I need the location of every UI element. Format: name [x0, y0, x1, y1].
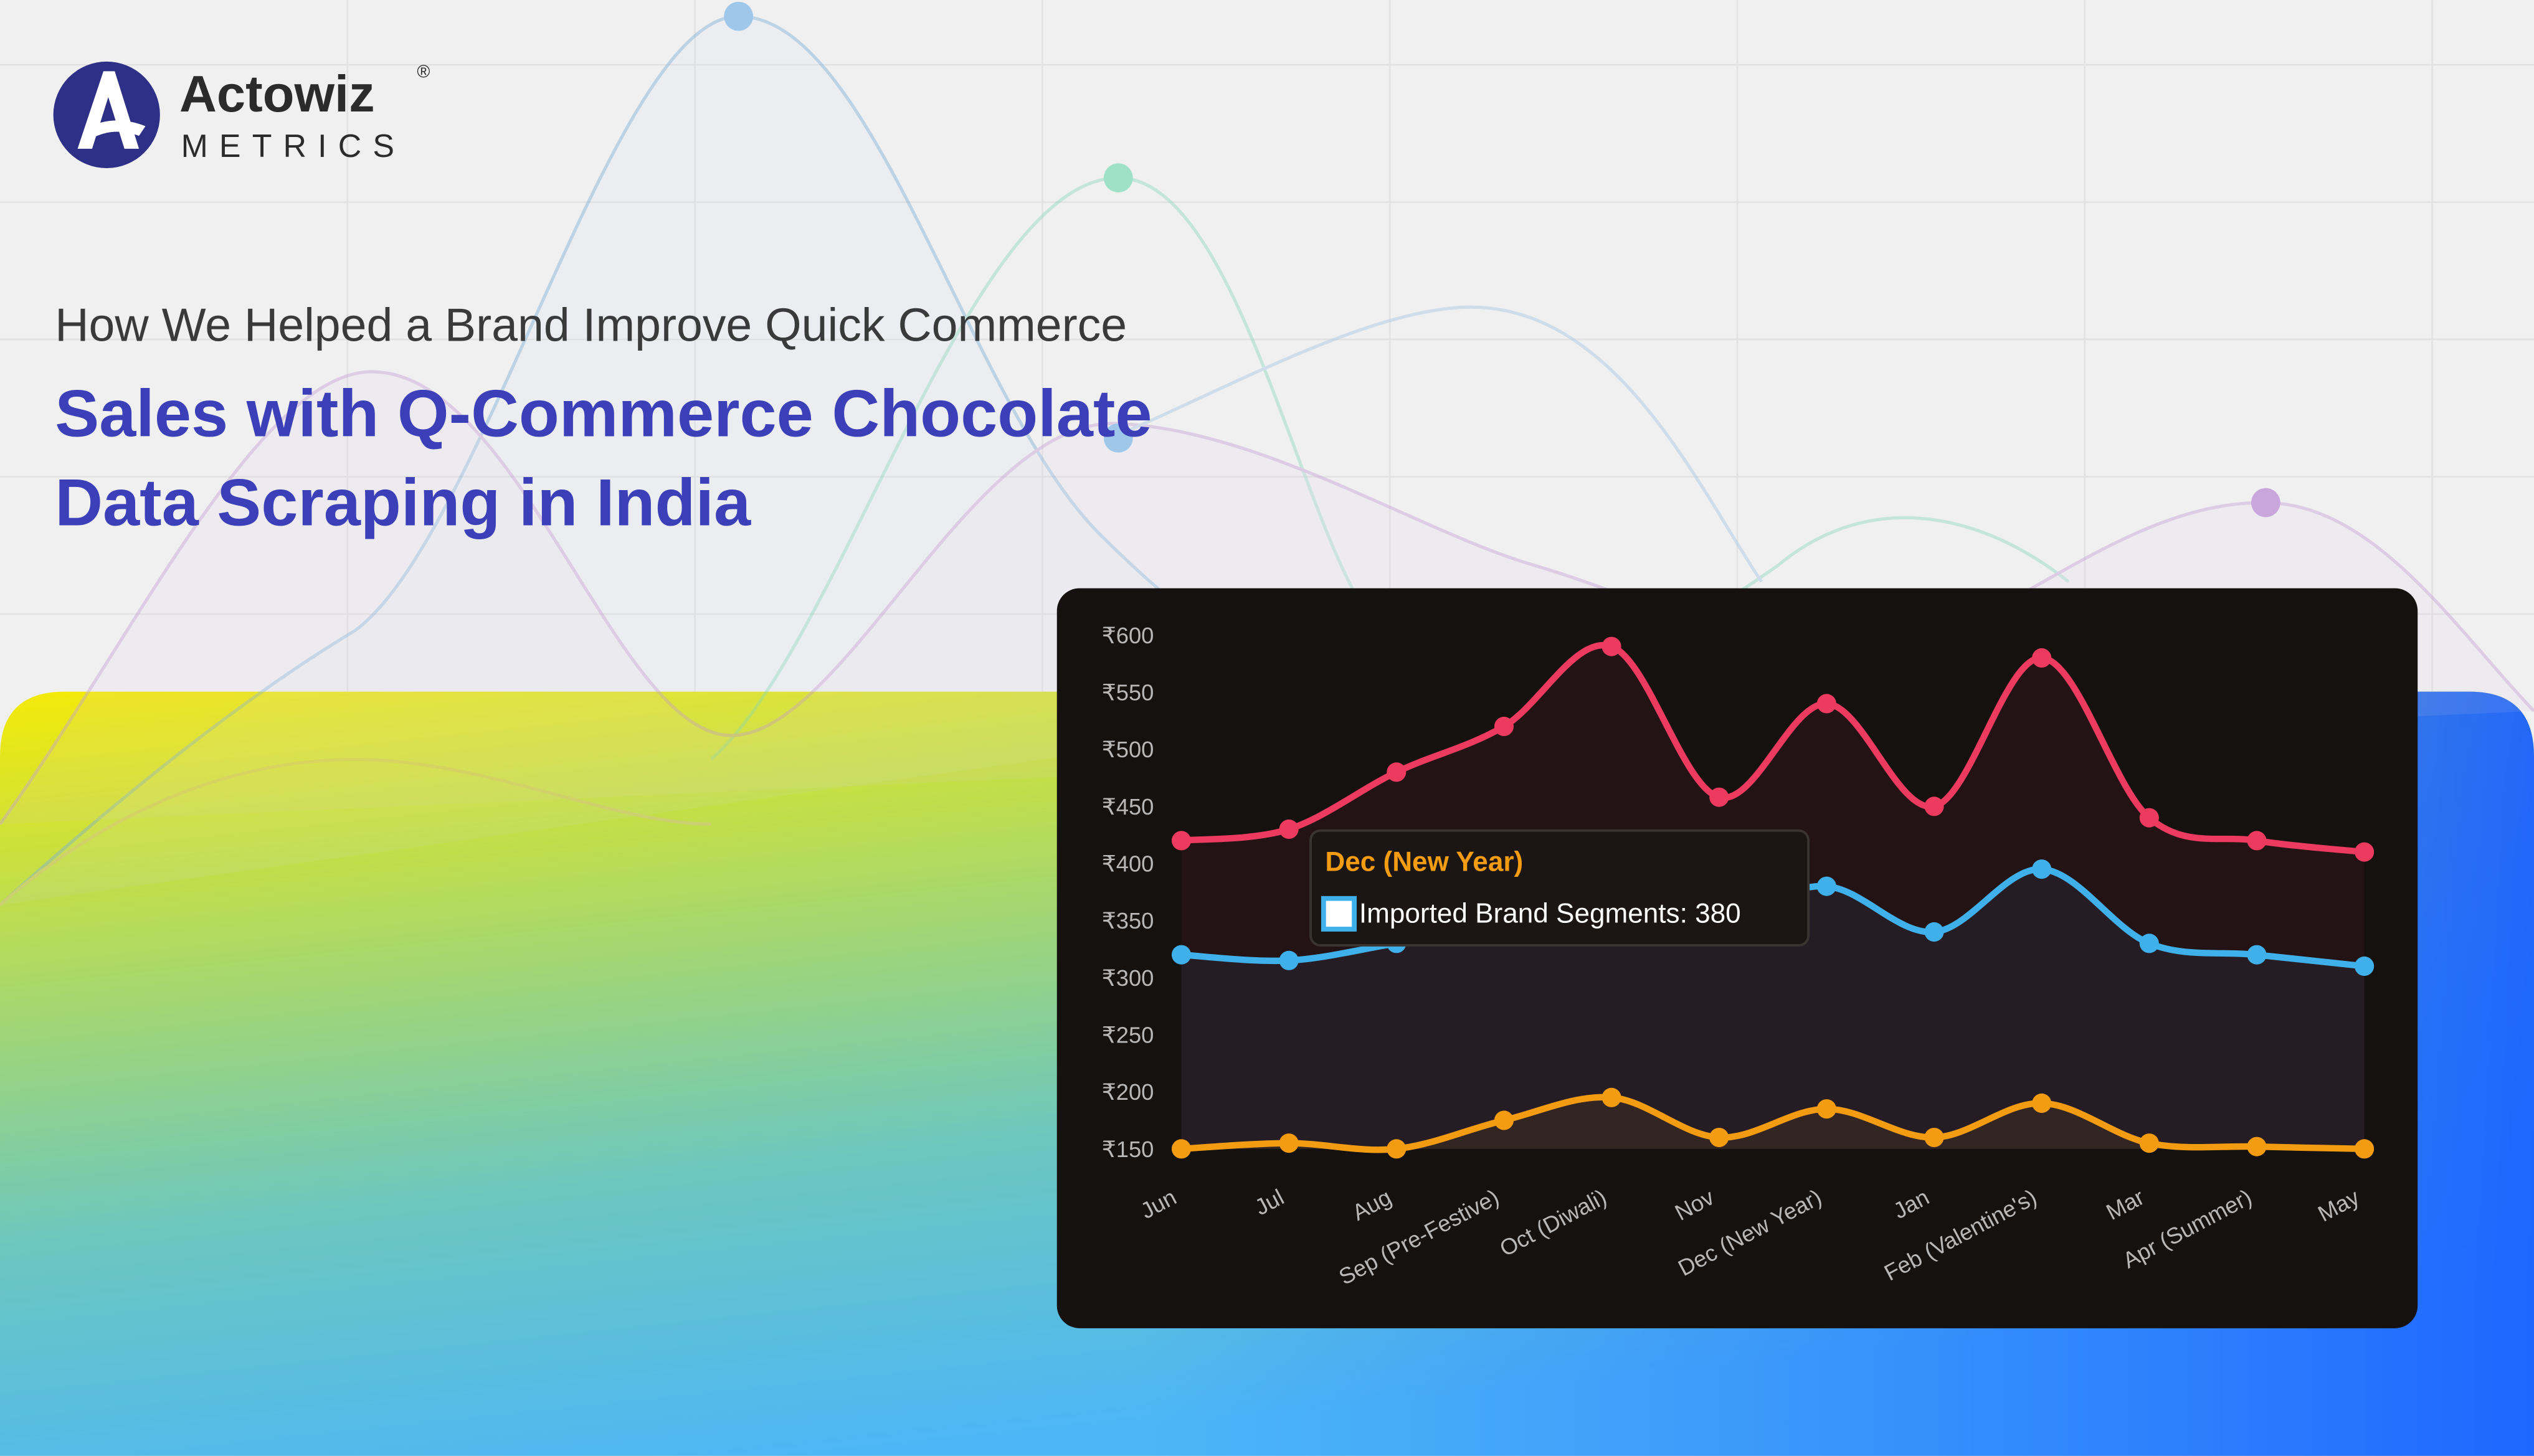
data-point [1709, 1127, 1729, 1148]
data-point [1924, 922, 1944, 942]
data-point [2355, 842, 2375, 862]
data-point [1387, 762, 1407, 782]
data-point [2247, 1137, 2267, 1156]
y-tick-label: ₹350 [1102, 908, 1154, 934]
data-point [1279, 950, 1299, 970]
headline-title: Data Scraping in India [55, 465, 751, 539]
data-point [2247, 831, 2267, 851]
data-point [1494, 716, 1514, 737]
data-point [1387, 1139, 1407, 1159]
data-point [2139, 934, 2159, 953]
y-tick-label: ₹400 [1102, 851, 1154, 876]
tooltip-box [1309, 829, 1810, 947]
y-tick-label: ₹200 [1102, 1079, 1154, 1105]
registered-mark: ® [417, 62, 430, 82]
decor-dots [724, 1, 2280, 518]
data-point [1494, 1110, 1514, 1130]
data-point [1924, 1127, 1944, 1148]
y-tick-label: ₹450 [1102, 794, 1154, 820]
chart: ₹150 ₹200 ₹250 ₹300 ₹350 ₹400 ₹450 ₹500 ₹550 ₹600… [1102, 623, 2375, 1290]
headline-title: Sales with Q-Commerce Chocolate [55, 377, 1152, 451]
data-point [2032, 859, 2052, 879]
data-point [1709, 787, 1729, 807]
data-point [2355, 956, 2375, 976]
logo [53, 61, 160, 169]
data-point [2139, 1133, 2159, 1153]
brand-name: Actowiz [179, 65, 375, 123]
y-tick-label: ₹150 [1102, 1137, 1154, 1162]
data-point [1279, 819, 1299, 839]
data-point [1279, 1133, 1299, 1153]
data-point [1171, 1139, 1192, 1159]
data-point [1924, 797, 1944, 816]
data-point [2032, 1093, 2052, 1113]
data-point [1602, 636, 1621, 656]
series-line [1181, 1094, 2365, 1153]
y-tick-label: ₹550 [1102, 679, 1154, 705]
y-tick-label: ₹300 [1102, 965, 1154, 991]
data-point [2355, 1139, 2375, 1159]
data-point [1816, 694, 1836, 714]
data-point [1602, 1087, 1621, 1107]
data-point [1816, 876, 1836, 896]
tooltip-swatch [1321, 896, 1357, 932]
data-point [2247, 945, 2267, 965]
y-tick-label: ₹250 [1102, 1022, 1154, 1047]
brand-subtitle: METRICS [181, 128, 406, 164]
data-point [1816, 1099, 1836, 1119]
y-tick-label: ₹500 [1102, 737, 1154, 762]
data-point [1171, 945, 1192, 965]
tooltip-label: Imported Brand Segments: 380 [1359, 899, 1741, 929]
data-point [1171, 831, 1192, 851]
y-tick-label: ₹600 [1102, 623, 1154, 648]
tooltip-title: Dec (New Year) [1325, 847, 1523, 877]
bg-grid [0, 0, 2534, 695]
data-point [2032, 648, 2052, 668]
headline-intro: How We Helped a Brand Improve Quick Comm… [55, 299, 1127, 351]
data-point [2139, 808, 2159, 828]
